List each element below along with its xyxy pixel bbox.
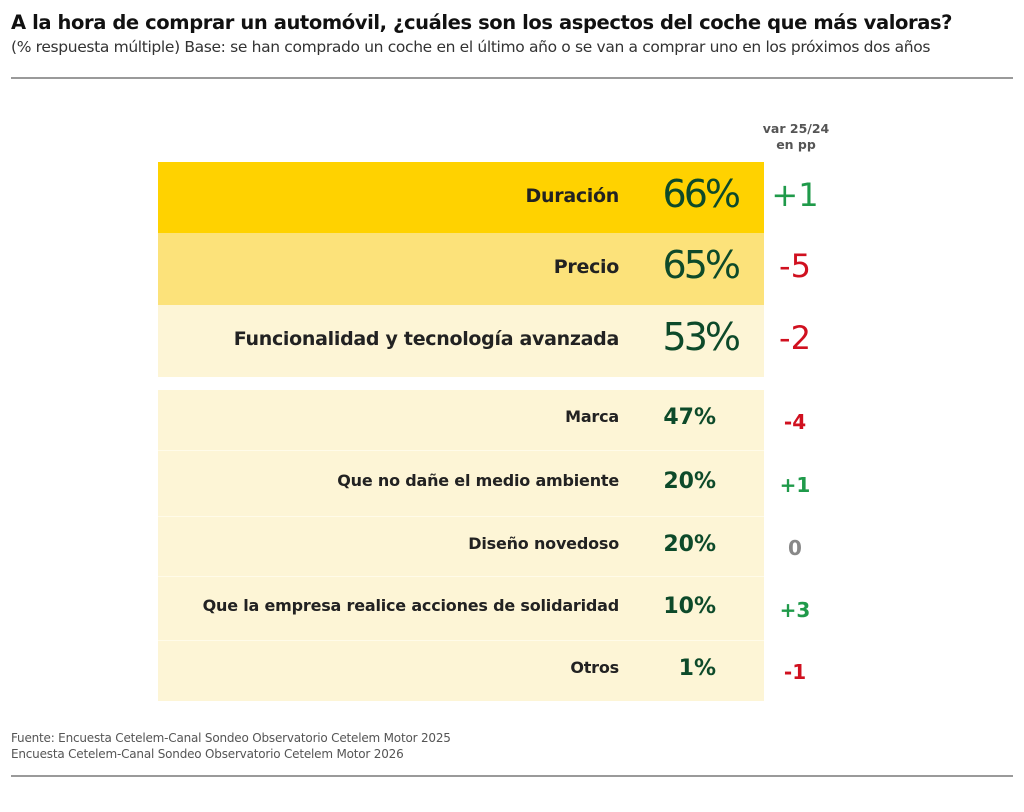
row-label: Diseño novedoso [468, 534, 619, 553]
bottom-divider [11, 775, 1013, 777]
top-divider [11, 77, 1013, 79]
chart-title: A la hora de comprar un automóvil, ¿cuál… [11, 11, 953, 34]
row-variation: -5 [779, 247, 811, 285]
variation-column-header: var 25/24 en pp [752, 121, 840, 153]
table-row: Funcionalidad y tecnología avanzada 53% [158, 305, 764, 377]
row-variation: 0 [788, 536, 802, 560]
row-label: Otros [570, 658, 619, 677]
row-value: 65% [662, 243, 741, 287]
source-line-2: Encuesta Cetelem-Canal Sondeo Observator… [11, 747, 404, 761]
row-variation: -1 [783, 660, 807, 684]
table-row: Que no dañe el medio ambiente 20% [158, 450, 764, 517]
table-row: Precio 65% [158, 233, 764, 305]
row-value: 66% [662, 172, 741, 216]
source-line-1: Fuente: Encuesta Cetelem-Canal Sondeo Ob… [11, 731, 451, 745]
row-variation: +1 [779, 473, 811, 497]
row-label: Duración [525, 185, 620, 207]
row-variation: +1 [771, 176, 819, 214]
table-row: Otros 1% [158, 640, 764, 701]
row-variation: +3 [779, 598, 811, 622]
row-label: Marca [565, 407, 619, 426]
source-note: Fuente: Encuesta Cetelem-Canal Sondeo Ob… [11, 730, 451, 762]
row-value: 20% [663, 532, 716, 557]
row-label: Que no dañe el medio ambiente [337, 471, 619, 490]
row-value: 53% [662, 315, 741, 359]
row-label: Que la empresa realice acciones de solid… [202, 596, 620, 615]
variation-header-line2: en pp [776, 137, 816, 152]
row-value: 47% [663, 405, 716, 430]
row-value: 10% [663, 594, 716, 619]
table-row: Duración 66% [158, 162, 764, 234]
row-value: 1% [678, 656, 716, 681]
chart-subtitle: (% respuesta múltiple) Base: se han comp… [11, 38, 931, 56]
row-variation: -2 [779, 319, 811, 357]
table-row: Diseño novedoso 20% [158, 516, 764, 577]
table-row: Marca 47% [158, 390, 764, 450]
table-row: Que la empresa realice acciones de solid… [158, 576, 764, 641]
row-value: 20% [663, 469, 716, 494]
row-variation: -4 [783, 410, 807, 434]
row-label: Funcionalidad y tecnología avanzada [233, 328, 620, 350]
variation-header-line1: var 25/24 [762, 121, 830, 136]
row-label: Precio [553, 256, 620, 278]
